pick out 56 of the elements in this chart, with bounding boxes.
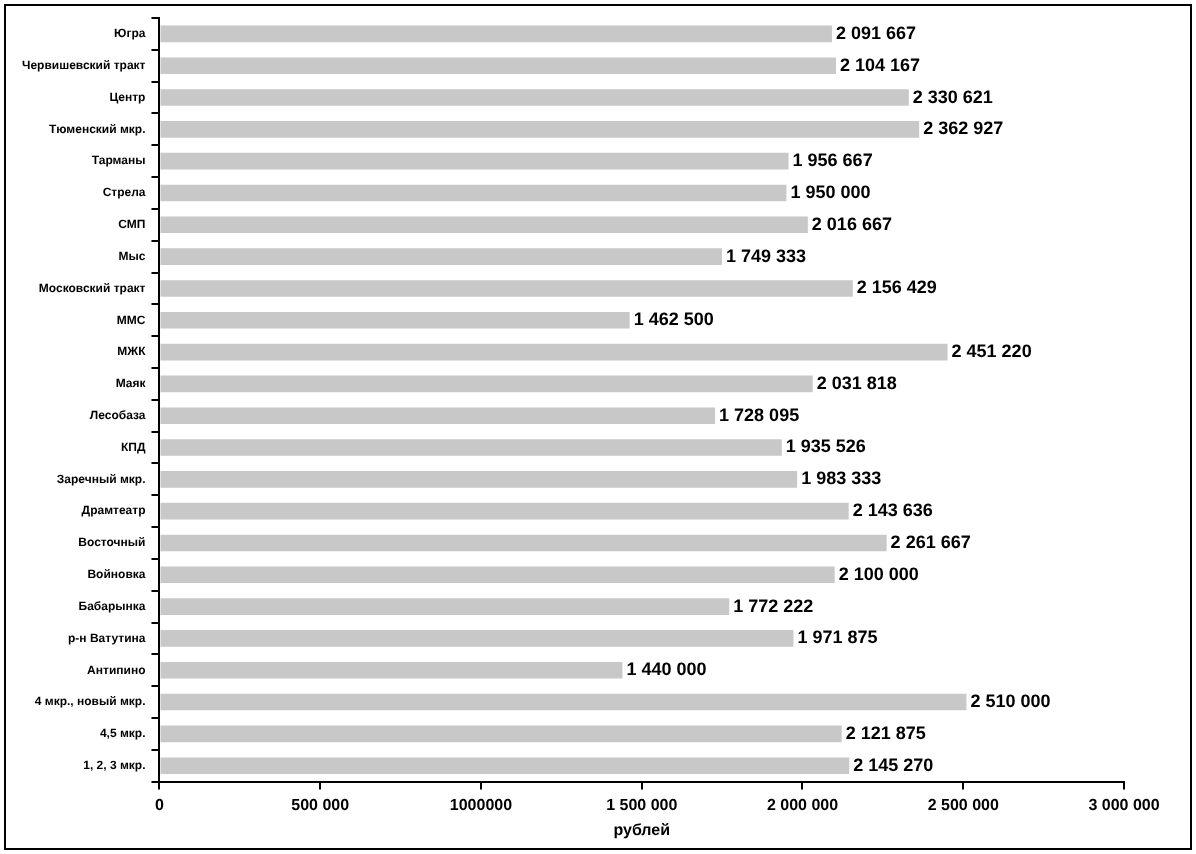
data-label: 1 950 000: [790, 181, 871, 202]
x-tick-label: 1 500 000: [606, 795, 679, 814]
bar: [160, 57, 836, 75]
x-tick-label: 2 000 000: [766, 795, 840, 814]
bar: [160, 375, 813, 393]
data-label: 1 956 667: [792, 150, 873, 171]
bar: [160, 693, 967, 711]
data-label: 2 031 818: [816, 372, 897, 393]
data-label: 2 100 000: [838, 563, 919, 584]
x-tick-label: 0: [155, 795, 166, 814]
bar: [160, 725, 842, 743]
data-label: 1 462 500: [633, 309, 714, 330]
data-label: 2 145 270: [853, 754, 934, 775]
x-tick-label: 3 000 000: [1088, 795, 1161, 814]
bar: [160, 25, 832, 43]
bar: [160, 152, 789, 170]
data-label: 2 451 220: [951, 341, 1032, 362]
x-tick-label: 1000000: [449, 795, 514, 814]
bar: [160, 502, 849, 520]
data-label: 2 091 667: [835, 22, 917, 43]
bar: [160, 534, 887, 552]
data-label: 1 440 000: [626, 659, 707, 680]
data-label: 2 121 875: [845, 722, 926, 743]
data-label: 2 104 167: [839, 54, 921, 75]
bar: [160, 757, 850, 774]
bar: [160, 439, 782, 456]
bar: [160, 89, 909, 106]
data-label: 2 261 667: [890, 531, 971, 552]
bar: [160, 471, 798, 488]
data-label: 2 330 621: [912, 86, 993, 107]
bar: [160, 661, 623, 679]
bar: [160, 566, 835, 584]
x-tick-label: 500 000: [291, 795, 351, 814]
bar: [160, 407, 716, 425]
data-label: 1 935 526: [785, 436, 866, 457]
bar: [160, 343, 948, 361]
data-label: 2 156 429: [856, 277, 937, 298]
data-label: 1 749 333: [725, 245, 806, 266]
bar: [160, 280, 853, 297]
data-label: 2 362 927: [923, 118, 1004, 139]
bar: [160, 216, 808, 234]
x-axis-title: рублей: [613, 820, 671, 839]
data-label: 1 983 333: [801, 468, 882, 489]
data-label: 2 016 667: [811, 213, 892, 234]
x-tick-label: 2 500 000: [927, 795, 1000, 814]
bar: [160, 248, 722, 265]
data-label: 2 510 000: [970, 691, 1051, 712]
data-label: 2 143 636: [852, 500, 933, 521]
bar: [160, 598, 730, 615]
data-label: 1 772 222: [733, 595, 814, 616]
data-label: 1 971 875: [797, 627, 878, 648]
data-label: 1 728 095: [719, 404, 800, 425]
bar: [160, 184, 787, 202]
bar: [160, 311, 630, 329]
bar: [160, 630, 794, 647]
bar: [160, 121, 920, 138]
